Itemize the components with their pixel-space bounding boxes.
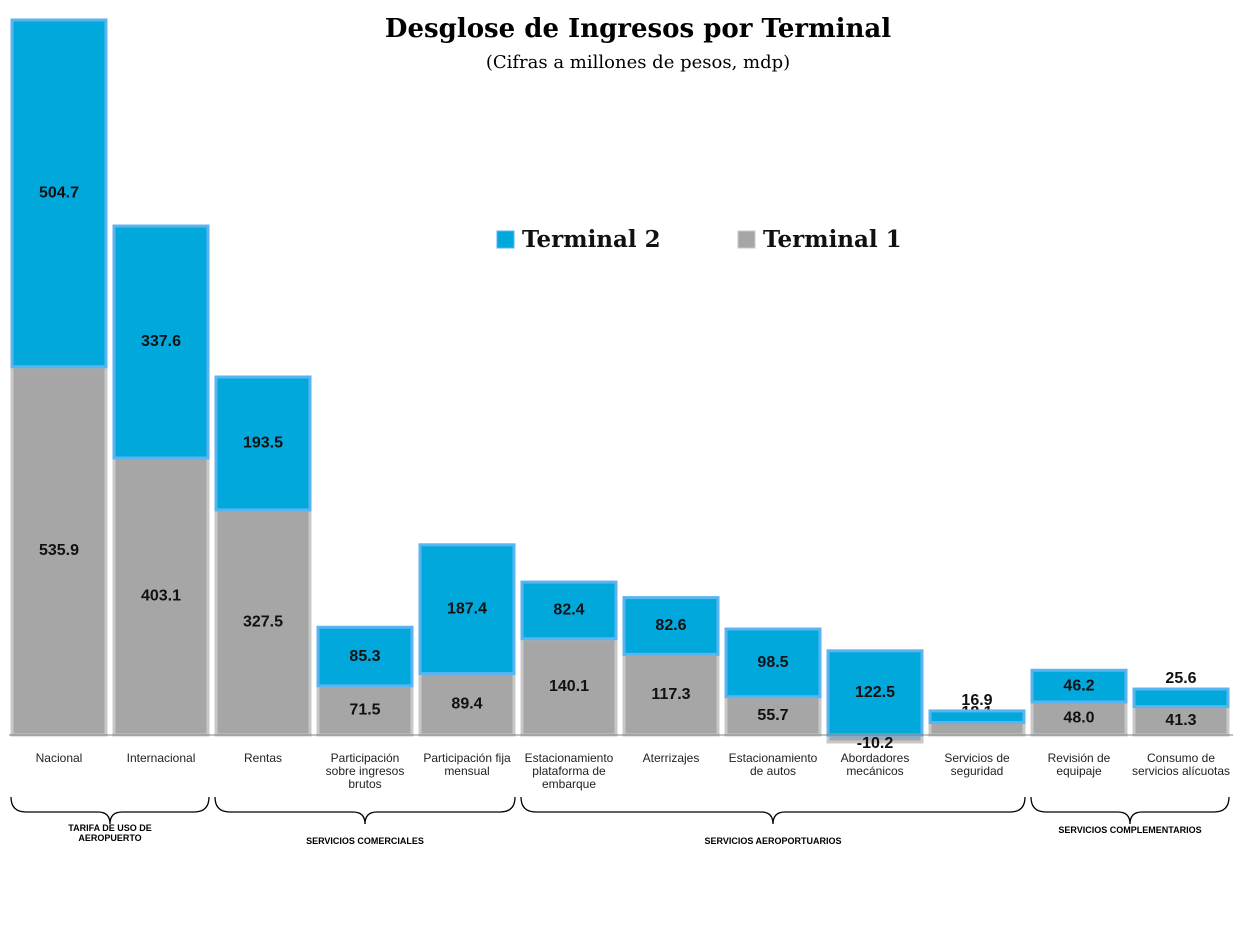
value-label: 504.7 xyxy=(39,185,79,202)
group-bracket xyxy=(1030,796,1230,825)
bar-segment xyxy=(112,224,210,460)
x-tick-label: Consumo de servicios alícuotas xyxy=(1131,751,1231,778)
value-label: 85.3 xyxy=(349,648,380,665)
x-tick-label: Nacional xyxy=(35,751,83,765)
bar-segment xyxy=(928,721,1026,737)
value-label: 117.3 xyxy=(651,686,690,703)
bar-segment xyxy=(622,596,720,656)
bar-segment xyxy=(520,637,618,737)
value-label: 25.6 xyxy=(1165,670,1196,687)
bar-segment xyxy=(214,375,312,512)
value-label: 327.5 xyxy=(243,614,283,631)
value-label: 41.3 xyxy=(1165,712,1196,729)
group-bracket xyxy=(10,796,210,825)
bar-segment xyxy=(418,543,516,676)
bar-segment xyxy=(10,365,108,737)
value-label: 337.6 xyxy=(141,333,181,350)
value-label: 55.7 xyxy=(757,707,788,724)
x-tick-label: Rentas xyxy=(243,751,283,765)
value-label: 46.2 xyxy=(1063,677,1094,694)
x-tick-label: Abordadores mecánicos xyxy=(840,751,910,778)
value-label: 82.4 xyxy=(553,602,584,619)
value-label: 16.9 xyxy=(961,692,992,709)
x-tick-label: Participación sobre ingresos brutos xyxy=(325,751,405,791)
bar-segment xyxy=(10,18,108,369)
value-label: 98.5 xyxy=(757,654,788,671)
value-label: 187.4 xyxy=(447,600,487,617)
value-label: 89.4 xyxy=(451,695,482,712)
value-label: 71.5 xyxy=(349,702,380,719)
bar-segment xyxy=(1132,687,1230,709)
group-bracket xyxy=(520,796,1026,825)
value-label: 403.1 xyxy=(141,588,181,605)
bar-segment xyxy=(724,627,822,699)
x-tick-label: Revisión de equipaje xyxy=(1047,751,1111,778)
x-tick-label: Internacional xyxy=(126,751,196,765)
value-label: 193.5 xyxy=(243,435,283,452)
value-label: 535.9 xyxy=(39,542,79,559)
group-label: SERVICIOS AEROPORTUARIOS xyxy=(704,836,842,846)
legend-label: Terminal 1 xyxy=(763,226,902,253)
group-label: TARIFA DE USO DE AEROPUERTO xyxy=(68,823,152,843)
group-label: SERVICIOS COMERCIALES xyxy=(306,836,424,846)
bar-segment xyxy=(316,625,414,688)
chart-title: Desglose de Ingresos por Terminal xyxy=(385,14,891,44)
group-bracket xyxy=(214,796,516,825)
x-tick-label: Aterrizajes xyxy=(642,751,700,765)
legend-swatch xyxy=(737,230,756,249)
value-label: 122.5 xyxy=(855,684,895,701)
bar-segment xyxy=(1030,668,1128,704)
x-tick-label: Participación fija mensual xyxy=(423,751,511,778)
value-label: 140.1 xyxy=(549,678,589,695)
bar-segment xyxy=(520,580,618,641)
x-tick-label: Estacionamiento de autos xyxy=(728,751,818,778)
group-label: SERVICIOS COMPLEMENTARIOS xyxy=(1058,825,1202,835)
bar-segment xyxy=(928,709,1026,725)
x-tick-label: Estacionamiento plataforma de embarque xyxy=(524,751,614,791)
x-tick-label: Servicios de seguridad xyxy=(944,751,1010,778)
value-label: 48.0 xyxy=(1063,710,1094,727)
legend-swatch xyxy=(496,230,515,249)
legend-label: Terminal 2 xyxy=(522,226,661,253)
value-label: 82.6 xyxy=(655,617,686,634)
chart-subtitle: (Cifras a millones de pesos, mdp) xyxy=(486,52,790,73)
value-label: -10.2 xyxy=(857,735,894,752)
bar-segment xyxy=(826,649,924,737)
